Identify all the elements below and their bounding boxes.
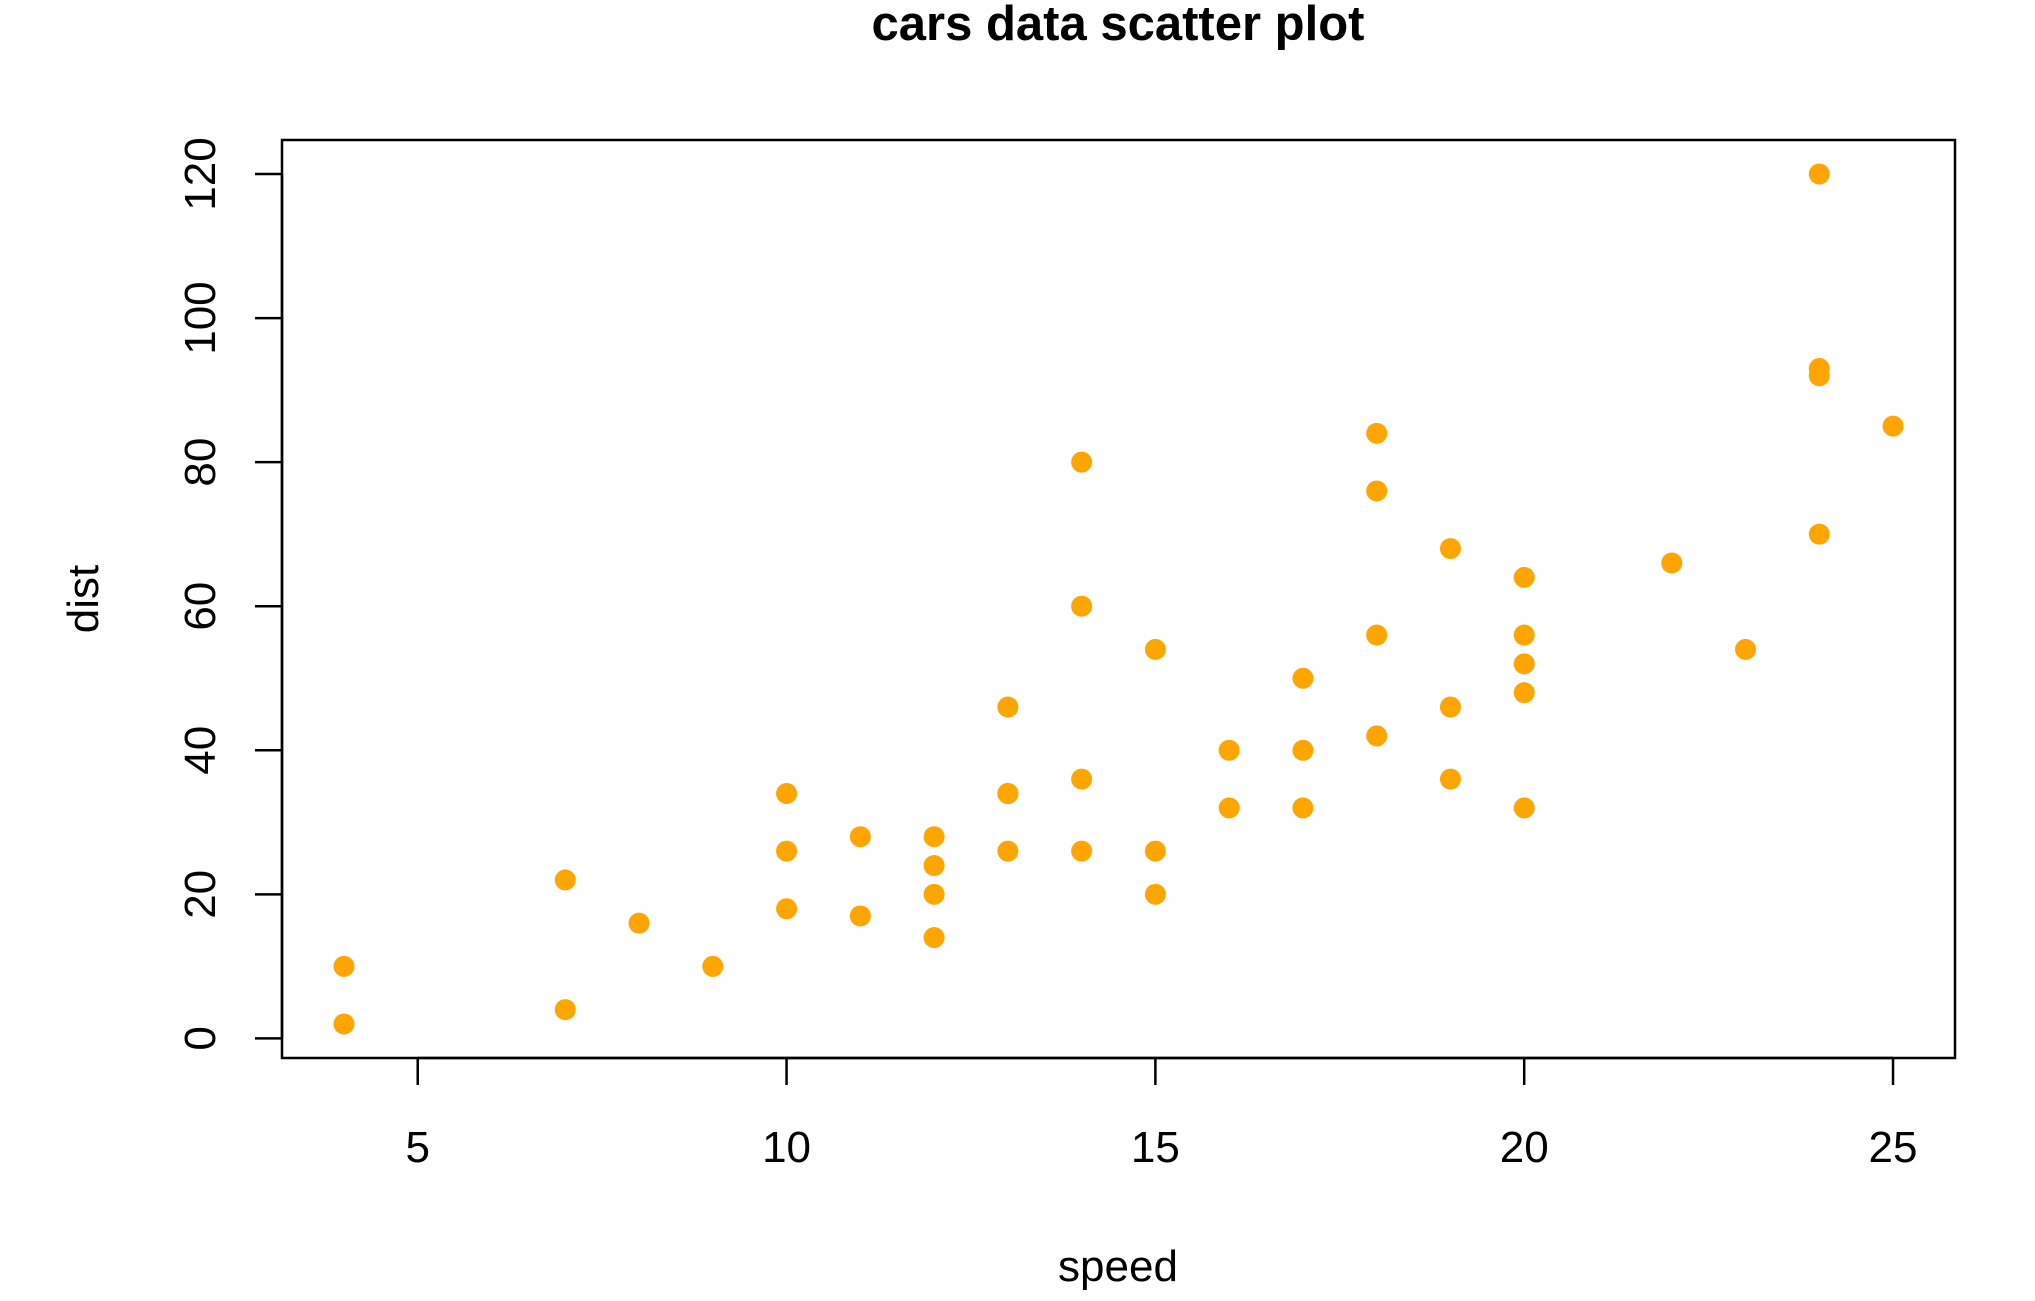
y-tick-label: 40 <box>176 726 225 775</box>
data-point <box>1808 523 1830 545</box>
data-point <box>1292 797 1314 819</box>
data-point <box>333 1013 355 1035</box>
y-axis-label: dist <box>59 565 108 633</box>
data-point <box>1366 725 1388 747</box>
data-point <box>923 855 945 877</box>
y-tick-label: 60 <box>176 582 225 631</box>
data-point <box>1144 840 1166 862</box>
y-axis: 0 20 40 60 80 100 120 <box>176 137 284 1051</box>
data-point <box>1366 480 1388 502</box>
data-point <box>849 905 871 927</box>
chart-title: cars data scatter plot <box>872 0 1365 51</box>
data-point <box>1439 696 1461 718</box>
data-point <box>1513 682 1535 704</box>
data-point <box>1882 415 1904 437</box>
data-point <box>1735 638 1757 660</box>
data-point <box>1218 797 1240 819</box>
x-tick-label: 15 <box>1131 1123 1180 1172</box>
x-axis: 5 10 15 20 25 <box>405 1056 1918 1172</box>
data-point <box>1808 163 1830 185</box>
y-tick-label: 80 <box>176 438 225 487</box>
data-point <box>1144 883 1166 905</box>
y-tick-label: 120 <box>176 137 225 210</box>
data-point <box>1144 638 1166 660</box>
y-tick-label: 100 <box>176 281 225 354</box>
data-point <box>1513 797 1535 819</box>
x-tick-label: 25 <box>1869 1123 1918 1172</box>
data-point <box>1366 624 1388 646</box>
x-axis-label: speed <box>1058 1242 1178 1291</box>
data-point <box>1218 739 1240 761</box>
data-point <box>1439 768 1461 790</box>
data-point <box>1292 739 1314 761</box>
data-point <box>997 840 1019 862</box>
data-point <box>333 955 355 977</box>
data-point <box>923 826 945 848</box>
data-point <box>1292 667 1314 689</box>
data-point <box>997 782 1019 804</box>
data-point <box>554 869 576 891</box>
data-point <box>1513 653 1535 675</box>
data-point <box>923 883 945 905</box>
data-point <box>1071 768 1093 790</box>
x-tick-label: 20 <box>1500 1123 1549 1172</box>
data-point <box>776 782 798 804</box>
data-points <box>333 163 1904 1035</box>
data-point <box>1513 624 1535 646</box>
data-point <box>628 912 650 934</box>
data-point <box>1513 566 1535 588</box>
data-point <box>1366 422 1388 444</box>
x-tick-label: 10 <box>762 1123 811 1172</box>
data-point <box>1071 451 1093 473</box>
plot-frame <box>280 138 1957 1060</box>
data-point <box>997 696 1019 718</box>
data-point <box>849 826 871 848</box>
data-point <box>702 955 724 977</box>
data-point <box>1808 357 1830 379</box>
data-point <box>1071 595 1093 617</box>
data-point <box>1071 840 1093 862</box>
data-point <box>1661 552 1683 574</box>
data-point <box>554 999 576 1021</box>
data-point <box>776 898 798 920</box>
y-tick-label: 20 <box>176 870 225 919</box>
y-tick-label: 0 <box>176 1026 225 1050</box>
data-point <box>776 840 798 862</box>
x-tick-label: 5 <box>405 1123 429 1172</box>
data-point <box>1439 538 1461 560</box>
data-point <box>923 927 945 949</box>
